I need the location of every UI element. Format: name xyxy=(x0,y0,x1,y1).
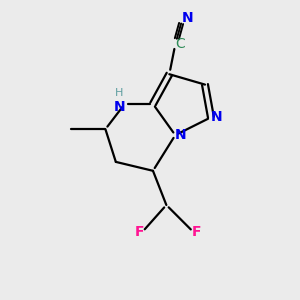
Text: N: N xyxy=(175,128,186,142)
Text: N: N xyxy=(181,11,193,25)
Text: C: C xyxy=(175,38,184,52)
Text: F: F xyxy=(135,225,144,239)
Text: N: N xyxy=(114,100,125,115)
Text: N: N xyxy=(211,110,223,124)
Text: H: H xyxy=(115,88,124,98)
Text: F: F xyxy=(191,225,201,239)
